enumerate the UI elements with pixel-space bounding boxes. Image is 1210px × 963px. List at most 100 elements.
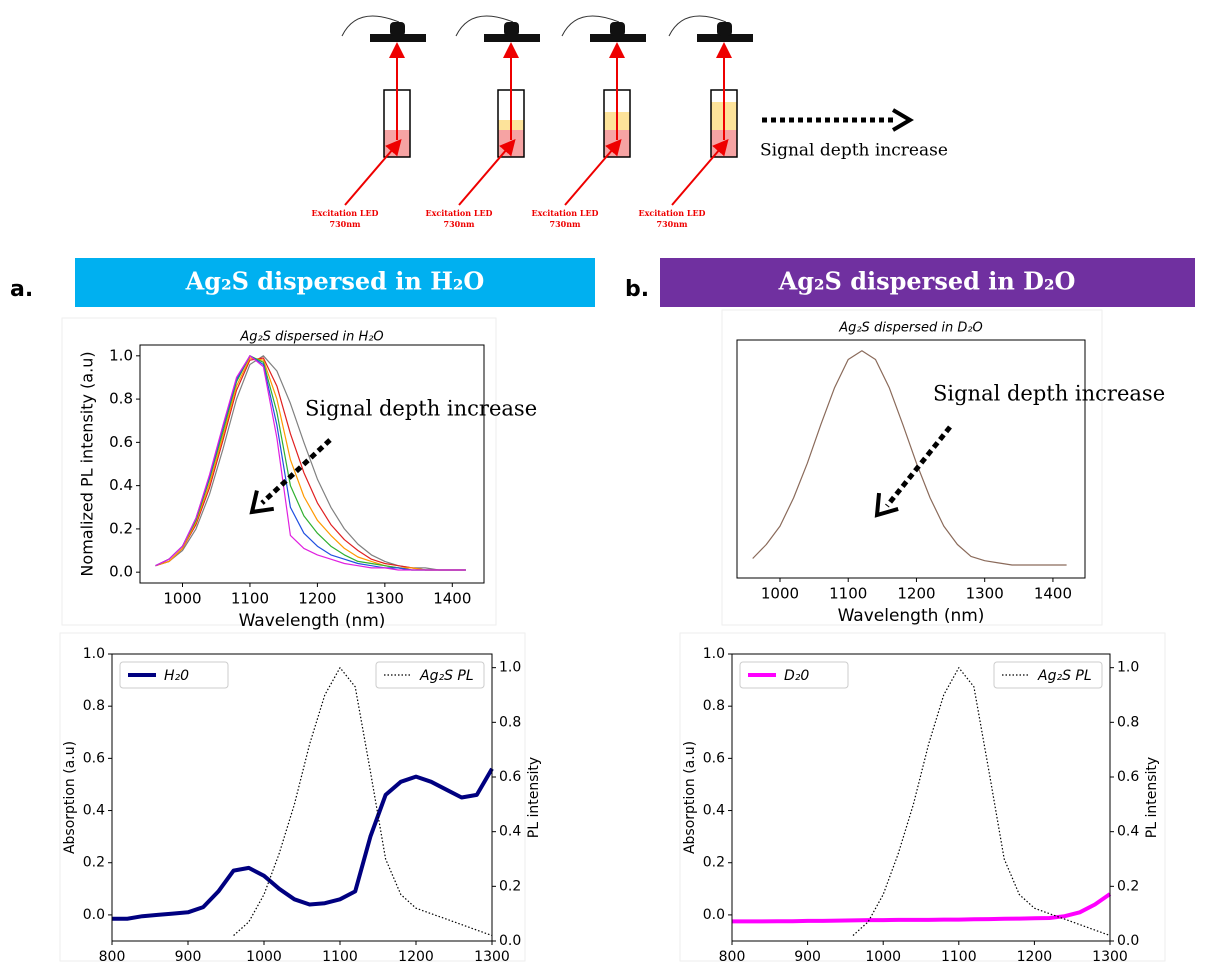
y2-tick-label: 1.0 — [499, 660, 521, 676]
y2-tick-label: 0.8 — [499, 714, 521, 730]
legend-label: Ag₂S PL — [419, 668, 474, 684]
depth-arrow-head — [891, 108, 914, 132]
chart-title: Ag₂S dispersed in H₂O — [239, 330, 383, 345]
detector-head — [610, 22, 625, 36]
y2-tick-label: 0.0 — [1117, 933, 1139, 949]
x-axis-label: Wavelength (nm) — [239, 611, 386, 631]
series-line — [732, 892, 1112, 924]
y2-tick-label: 0.4 — [499, 824, 521, 840]
x-tick-label: 1200 — [298, 590, 336, 608]
x-tick-label: 800 — [719, 949, 746, 963]
x-axis-label: Wavelength (nm) — [838, 606, 985, 626]
y-tick-label: 0.4 — [83, 803, 105, 819]
y-tick-label: 0.8 — [703, 698, 725, 714]
x-tick-label: 1200 — [398, 949, 434, 963]
x-tick-label: 1200 — [897, 585, 935, 603]
excitation-label: 730nm — [444, 219, 476, 229]
detector — [370, 34, 426, 42]
x-tick-label: 1100 — [231, 590, 269, 608]
excitation-label: 730nm — [550, 219, 582, 229]
annotation-arrow-head — [874, 492, 899, 518]
y-tick-label: 0.6 — [83, 750, 105, 766]
banner — [75, 258, 595, 307]
detector — [697, 34, 753, 42]
series-line — [155, 357, 466, 571]
y-tick-label: 0.0 — [703, 907, 725, 923]
x-tick-label: 1000 — [865, 949, 901, 963]
y2-tick-label: 0.8 — [1117, 714, 1139, 730]
legend-box — [739, 661, 849, 689]
x-tick-label: 800 — [99, 949, 126, 963]
y-tick-label: 1.0 — [109, 346, 133, 364]
series-line — [852, 667, 1111, 937]
y-tick-label: 0.0 — [83, 907, 105, 923]
x-tick-label: 1100 — [829, 585, 867, 603]
y2-tick-label: 0.2 — [1117, 878, 1139, 894]
banner-title: Ag₂S dispersed in H₂O — [185, 267, 485, 296]
x-tick-label: 1400 — [433, 590, 471, 608]
excitation-arrow — [671, 138, 729, 206]
axes-frame — [731, 653, 1111, 942]
x-tick-label: 1100 — [941, 949, 977, 963]
annotation: Signal depth increase — [933, 382, 1165, 406]
y2-axis-label: PL intensity — [1144, 757, 1160, 838]
arrow-label: Signal depth increase — [760, 141, 948, 161]
series-line — [752, 350, 1067, 566]
wire — [561, 15, 620, 37]
excitation-arrow — [344, 138, 402, 206]
y2-tick-label: 0.6 — [1117, 769, 1139, 785]
y-axis-label: Absorption (a.u) — [62, 741, 78, 854]
x-tick-label: 1300 — [366, 590, 404, 608]
panel-letter: b. — [625, 277, 649, 302]
x-tick-label: 1300 — [1092, 949, 1128, 963]
x-tick-label: 1000 — [761, 585, 799, 603]
y2-axis-label: PL intensity — [526, 757, 542, 838]
plot-frame — [61, 317, 497, 626]
legend-box — [119, 661, 229, 689]
y2-tick-label: 0.2 — [499, 878, 521, 894]
detector-head — [504, 22, 519, 36]
y-tick-label: 0.2 — [109, 519, 133, 537]
series-line — [112, 767, 494, 921]
y-tick-label: 0.2 — [703, 855, 725, 871]
axes-frame — [736, 339, 1086, 579]
wire — [455, 15, 514, 37]
legend-box — [993, 661, 1103, 689]
legend-label: H₂0 — [164, 668, 189, 684]
x-tick-label: 1000 — [163, 590, 201, 608]
y2-tick-label: 0.4 — [1117, 824, 1139, 840]
x-tick-label: 1300 — [966, 585, 1004, 603]
x-tick-label: 900 — [794, 949, 821, 963]
series-line — [233, 667, 493, 937]
y-tick-label: 0.4 — [109, 476, 133, 494]
detector-head — [390, 22, 405, 36]
y-tick-label: 0.2 — [83, 855, 105, 871]
annotation-arrow — [885, 425, 952, 508]
axes-frame — [111, 653, 493, 942]
banner-title: Ag₂S dispersed in D₂O — [778, 267, 1076, 296]
x-tick-label: 1400 — [1034, 585, 1072, 603]
excitation-label: Excitation LED — [639, 208, 706, 218]
plot-frame — [721, 309, 1103, 626]
excitation-label: 730nm — [330, 219, 362, 229]
y2-tick-label: 1.0 — [1117, 660, 1139, 676]
annotation: Signal depth increase — [305, 397, 537, 421]
detector — [484, 34, 540, 42]
y-axis-label: Nomalized PL intensity (a.u) — [78, 351, 97, 576]
x-tick-label: 1200 — [1017, 949, 1053, 963]
y-tick-label: 1.0 — [703, 646, 725, 662]
y-tick-label: 0.4 — [703, 803, 725, 819]
excitation-label: Excitation LED — [532, 208, 599, 218]
x-tick-label: 1100 — [322, 949, 358, 963]
y-tick-label: 0.6 — [703, 750, 725, 766]
axes-frame — [139, 344, 485, 584]
x-tick-label: 1300 — [474, 949, 510, 963]
y-tick-label: 0.6 — [109, 433, 133, 451]
legend-label: Ag₂S PL — [1037, 668, 1092, 684]
annotation-arrow — [260, 438, 332, 505]
legend-box — [375, 661, 485, 689]
annotation-arrow-head — [249, 490, 275, 515]
x-tick-label: 1000 — [246, 949, 282, 963]
y2-tick-label: 0.0 — [499, 933, 521, 949]
